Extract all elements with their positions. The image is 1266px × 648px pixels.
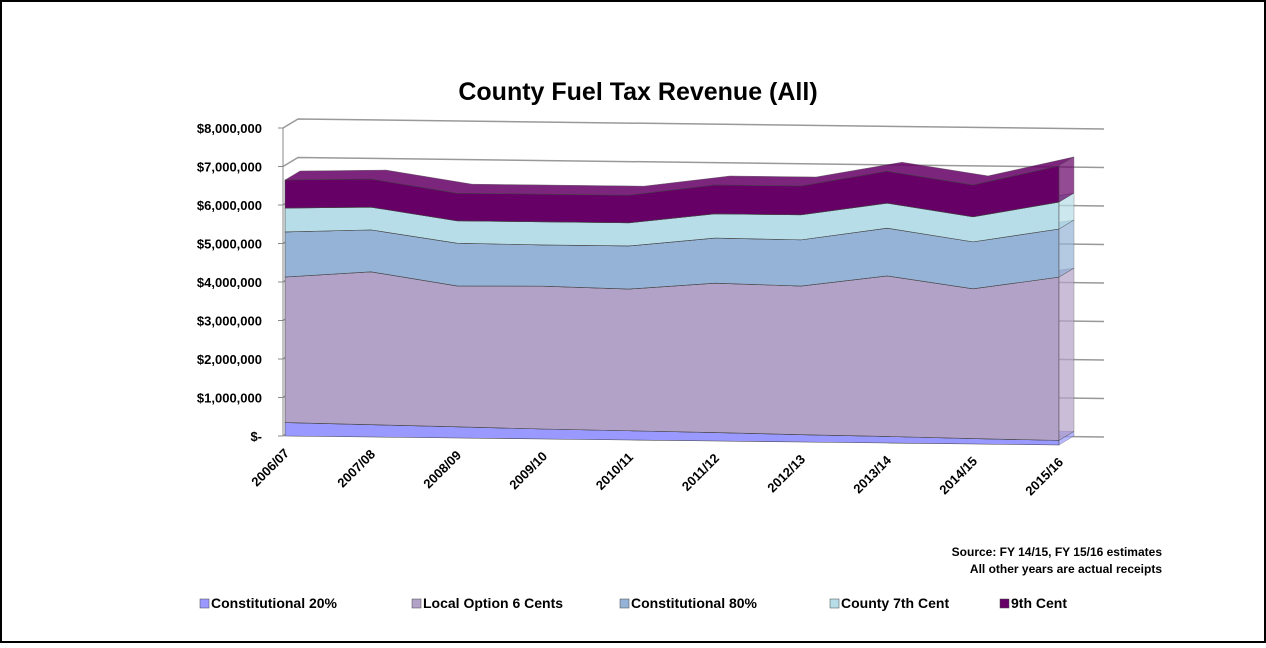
y-tick-label: $1,000,000 — [197, 391, 262, 406]
y-tick-label: $6,000,000 — [197, 198, 262, 213]
grid-line — [282, 118, 1105, 130]
y-tick-label: $3,000,000 — [197, 314, 262, 329]
y-tick-label: $7,000,000 — [197, 160, 262, 175]
y-tick-label: $2,000,000 — [197, 352, 262, 367]
area-side — [1058, 219, 1075, 278]
grid-line — [282, 156, 1105, 169]
y-tick-label: $5,000,000 — [197, 237, 262, 252]
y-tick-label: $8,000,000 — [197, 121, 262, 136]
legend-label: Local Option 6 Cents — [423, 595, 563, 611]
source-note: Source: FY 14/15, FY 15/16 estimates — [952, 545, 1163, 559]
legend-swatch — [199, 598, 210, 609]
area-side — [1058, 267, 1075, 441]
legend-label: Constitutional 80% — [631, 595, 758, 611]
area — [284, 271, 1060, 441]
legend-label: Constitutional 20% — [211, 595, 338, 611]
legend-swatch — [411, 598, 422, 609]
y-tick-label: $4,000,000 — [197, 275, 262, 290]
y-tick-label: $- — [250, 429, 262, 444]
legend-swatch — [829, 598, 840, 609]
chart-title: County Fuel Tax Revenue (All) — [458, 78, 817, 106]
legend-label: 9th Cent — [1011, 595, 1067, 611]
legend-swatch — [619, 598, 630, 609]
source-note: All other years are actual receipts — [970, 562, 1162, 576]
legend-swatch — [999, 598, 1010, 609]
area-side — [1058, 156, 1075, 203]
legend-label: County 7th Cent — [841, 595, 949, 611]
